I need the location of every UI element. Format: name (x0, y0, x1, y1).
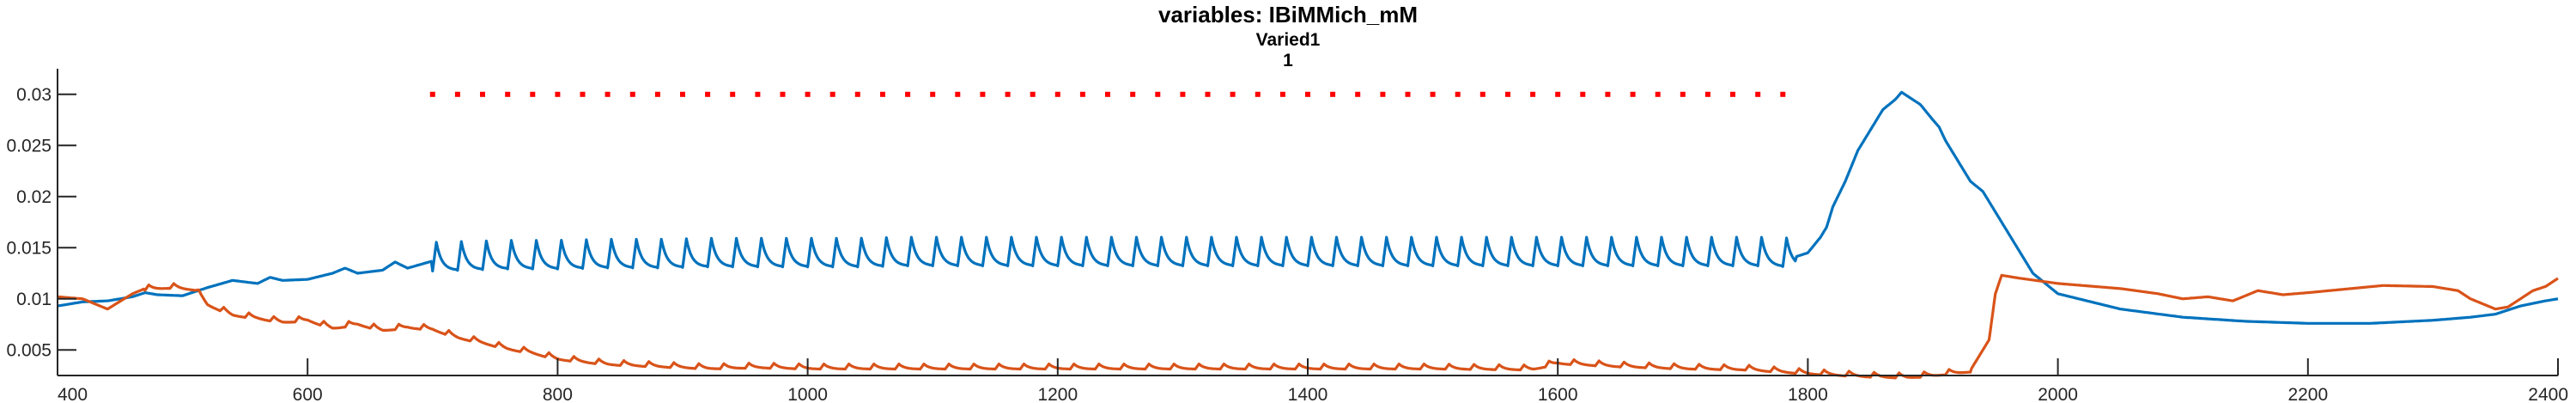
series-2-marker-21 (955, 91, 961, 97)
series-2-marker-11 (705, 91, 711, 97)
series-2-marker-54 (1780, 91, 1786, 97)
x-tick-label-2: 800 (543, 385, 573, 403)
series-2-marker-22 (980, 91, 986, 97)
series-2-marker-34 (1279, 91, 1285, 97)
series-2-marker-47 (1605, 91, 1611, 97)
series-2-marker-4 (530, 91, 536, 97)
series-2-marker-39 (1405, 91, 1411, 97)
x-tick-label-8: 2000 (2038, 385, 2078, 403)
series-2-marker-9 (654, 91, 660, 97)
series-2-marker-38 (1380, 91, 1386, 97)
series-2-marker-46 (1580, 91, 1586, 97)
y-tick-label-0: 0.005 (6, 340, 52, 360)
series-2-marker-32 (1230, 91, 1236, 97)
series-2-marker-1 (454, 91, 460, 97)
chart-subtitle-line-1: Varied1 (1256, 30, 1321, 50)
x-tick-label-3: 1000 (787, 385, 828, 403)
y-tick-label-2: 0.015 (6, 238, 52, 258)
series-2-marker-36 (1330, 91, 1336, 97)
series-2-marker-42 (1479, 91, 1485, 97)
series-2-marker-48 (1630, 91, 1636, 97)
series-2-marker-25 (1054, 91, 1060, 97)
series-2-marker-7 (605, 91, 611, 97)
series-2-marker-18 (880, 91, 885, 97)
series-2-marker-51 (1704, 91, 1710, 97)
series-2-marker-35 (1305, 91, 1310, 97)
y-tick-label-1: 0.01 (16, 290, 52, 309)
series-2-marker-31 (1205, 91, 1211, 97)
series-2-marker-16 (829, 91, 835, 97)
series-2-marker-33 (1255, 91, 1261, 97)
series-2-marker-12 (730, 91, 736, 97)
chart-title: variables: IBiMMich_mM (1158, 2, 1418, 27)
series-2-marker-43 (1505, 91, 1510, 97)
x-tick-label-9: 2200 (2287, 385, 2328, 403)
y-tick-label-4: 0.025 (6, 136, 52, 156)
series-2-marker-30 (1180, 91, 1186, 97)
x-tick-label-1: 600 (293, 385, 323, 403)
series-2-marker-10 (680, 91, 685, 97)
series-2-marker-3 (505, 91, 511, 97)
series-2-marker-45 (1555, 91, 1561, 97)
series-2-marker-0 (429, 91, 435, 97)
plot-series (57, 90, 2559, 380)
y-tick-label-5: 0.03 (16, 85, 52, 105)
series-2-marker-20 (930, 91, 936, 97)
x-ticks: 400 600 800 1000 1200 1400 1600 1800 2000 2200 240… (57, 358, 2568, 403)
x-tick-label-0: 400 (58, 385, 88, 403)
x-tick-label-10: 2400 (2528, 385, 2568, 403)
x-tick-label-5: 1400 (1288, 385, 1328, 403)
series-2-marker-52 (1730, 91, 1735, 97)
chart-subtitle-line-2: 1 (1283, 51, 1293, 70)
series-2-marker-17 (854, 91, 860, 97)
series-2-marker-28 (1130, 91, 1136, 97)
y-ticks: 0.005 0.01 0.015 0.02 0.025 0.03 (6, 85, 76, 360)
x-tick-label-4: 1200 (1037, 385, 1078, 403)
series-2-marker-13 (755, 91, 761, 97)
series-2-marker-23 (1005, 91, 1011, 97)
series-0-line (57, 90, 2559, 325)
series-2-marker-5 (555, 91, 561, 97)
x-tick-label-6: 1600 (1538, 385, 1578, 403)
series-2-marker-49 (1655, 91, 1661, 97)
series-2-marker-27 (1105, 91, 1110, 97)
series-2-marker-29 (1155, 91, 1161, 97)
x-tick-label-7: 1800 (1788, 385, 1828, 403)
series-2-marker-41 (1455, 91, 1461, 97)
series-2-marker-53 (1755, 91, 1761, 97)
series-2-marker-50 (1680, 91, 1686, 97)
y-tick-label-3: 0.02 (16, 187, 52, 207)
series-2-marker-15 (805, 91, 811, 97)
series-2-marker-44 (1530, 91, 1536, 97)
series-2-marker-8 (629, 91, 635, 97)
series-2-marker-37 (1355, 91, 1361, 97)
series-2-marker-19 (905, 91, 911, 97)
series-2-marker-26 (1079, 91, 1085, 97)
series-2-marker-6 (580, 91, 586, 97)
series-2-marker-14 (780, 91, 786, 97)
series-2-marker-2 (480, 91, 485, 97)
series-2-marker-24 (1030, 91, 1036, 97)
series-2-marker-40 (1430, 91, 1436, 97)
